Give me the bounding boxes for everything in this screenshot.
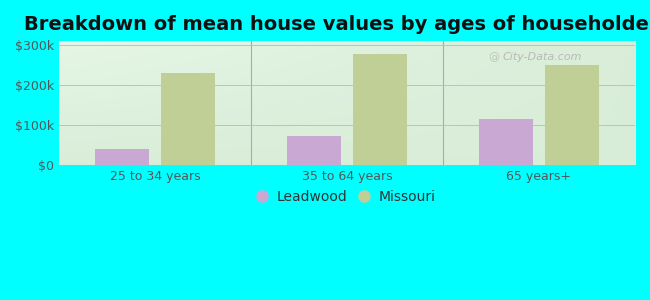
Title: Breakdown of mean house values by ages of householders: Breakdown of mean house values by ages o… [24,15,650,34]
Text: @: @ [488,52,499,62]
Legend: Leadwood, Missouri: Leadwood, Missouri [253,185,441,210]
Bar [353,54,406,165]
Bar [287,136,341,165]
Bar [480,119,533,165]
Bar [96,149,150,165]
Bar [161,73,215,165]
Text: City-Data.com: City-Data.com [502,52,582,62]
Bar [545,65,599,165]
